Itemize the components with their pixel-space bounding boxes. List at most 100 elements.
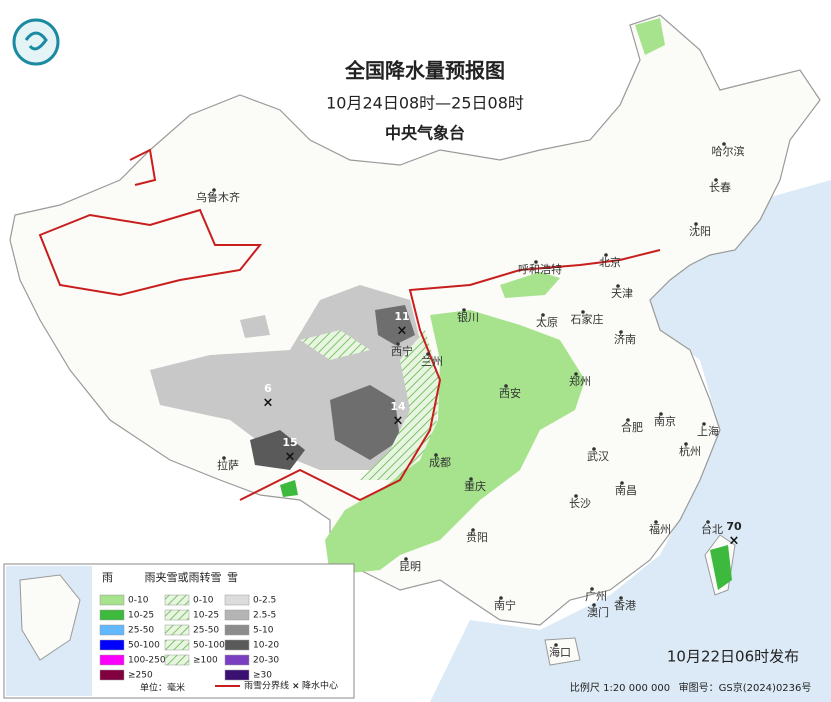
city-label: 乌鲁木齐: [196, 190, 240, 204]
city-label: 石家庄: [571, 312, 604, 326]
legend-center-symbol: ×: [292, 682, 300, 692]
legend-label: 25-50: [128, 626, 154, 636]
legend-label: ≥30: [253, 671, 272, 681]
center-marker: ×: [397, 324, 408, 339]
city-label: 澳门: [587, 605, 609, 619]
legend-swatch: [99, 609, 125, 621]
city-label: 济南: [614, 332, 636, 346]
city-label: 太原: [536, 316, 558, 329]
city-dot: [590, 587, 594, 591]
city-label: 海口: [549, 645, 571, 659]
city-dot: [684, 442, 688, 446]
city-dot: [574, 372, 578, 376]
city-dot: [554, 643, 558, 647]
legend-label: 0-10: [128, 596, 149, 606]
city-label: 南宁: [494, 598, 516, 612]
city-dot: [619, 596, 623, 600]
legend-swatch: [164, 624, 190, 636]
city-dot: [694, 222, 698, 226]
city-dot: [426, 352, 430, 356]
city-label: 天津: [611, 287, 633, 300]
review-number: 审图号：GS京(2024)0236号: [679, 681, 812, 694]
city-dot: [499, 596, 503, 600]
center-marker: ×: [729, 534, 740, 549]
city-label: 南京: [654, 414, 676, 428]
city-dot: [222, 456, 226, 460]
city-label: 长春: [709, 181, 731, 194]
legend-label: 10-25: [128, 611, 154, 621]
legend-swatch: [99, 639, 125, 651]
city-dot: [462, 308, 466, 312]
logo-mark: [24, 31, 48, 51]
inset-land: [19, 574, 81, 661]
center-value: 14: [390, 400, 406, 413]
legend-label: 0-2.5: [253, 596, 276, 606]
rain-snow-line: [38, 208, 263, 297]
city-label: 哈尔滨: [712, 144, 745, 158]
legend-swatch: [164, 594, 190, 606]
center-marker: ×: [263, 396, 274, 411]
legend-label: 100-250: [128, 656, 166, 666]
legend-label: 0-10: [193, 596, 214, 606]
title: 全国降水量预报图: [344, 59, 505, 83]
city-label: 杭州: [679, 444, 701, 458]
sleet-area: [300, 330, 370, 360]
city-dot: [581, 310, 585, 314]
legend-swatch: [99, 669, 125, 681]
center-marker: ×: [285, 450, 296, 465]
city-dot: [404, 557, 408, 561]
city-dot: [574, 494, 578, 498]
center-marker: ×: [393, 414, 404, 429]
rain-area: [325, 310, 585, 575]
snow-area-heavy: [330, 385, 400, 460]
rain-area-moderate: [280, 480, 298, 497]
legend-label: 50-100: [128, 641, 160, 651]
city-label: 广州: [585, 590, 607, 603]
subtitle: 10月24日08时—25日08时: [326, 94, 524, 113]
center-value: 15: [282, 436, 297, 449]
city-dot: [504, 384, 508, 388]
city-label: 银川: [457, 310, 479, 324]
city-dot: [702, 422, 706, 426]
legend-swatch: [99, 594, 125, 606]
legend-line-label: 雨雪分界线: [244, 680, 289, 692]
legend-label: ≥100: [193, 656, 218, 666]
legend-swatch: [164, 654, 190, 666]
city-label: 南昌: [615, 484, 637, 497]
legend-swatch: [224, 639, 250, 651]
city-dot: [592, 447, 596, 451]
city-dot: [469, 477, 473, 481]
city-dot: [620, 481, 624, 485]
city-label: 郑州: [569, 374, 591, 388]
legend-swatch: [99, 654, 125, 666]
city-label: 昆明: [399, 560, 421, 573]
legend-swatch: [164, 639, 190, 651]
city-dot: [604, 253, 608, 257]
legend-label: 5-10: [253, 626, 274, 636]
city-label: 重庆: [464, 479, 486, 493]
city-label: 兰州: [421, 355, 443, 368]
city-dot: [722, 142, 726, 146]
center-value: 6: [264, 382, 272, 395]
rain-area-moderate: [710, 545, 732, 590]
legend-label: ≥250: [128, 671, 153, 681]
legend-swatch: [164, 609, 190, 621]
legend-swatch: [224, 594, 250, 606]
city-dot: [534, 260, 538, 264]
city-dot: [706, 520, 710, 524]
legend-label: 25-50: [193, 626, 219, 636]
legend-label: 10-25: [193, 611, 219, 621]
city-dot: [212, 188, 216, 192]
legend-swatch: [224, 609, 250, 621]
city-label: 长沙: [569, 497, 591, 510]
city-label: 成都: [429, 456, 451, 469]
hainan: [544, 637, 581, 666]
city-label: 上海: [697, 424, 719, 438]
city-label: 西安: [499, 386, 521, 400]
city-dot: [541, 313, 545, 317]
legend-title: 雪: [227, 571, 238, 584]
city-dot: [616, 284, 620, 288]
legend-label: 20-30: [253, 656, 279, 666]
